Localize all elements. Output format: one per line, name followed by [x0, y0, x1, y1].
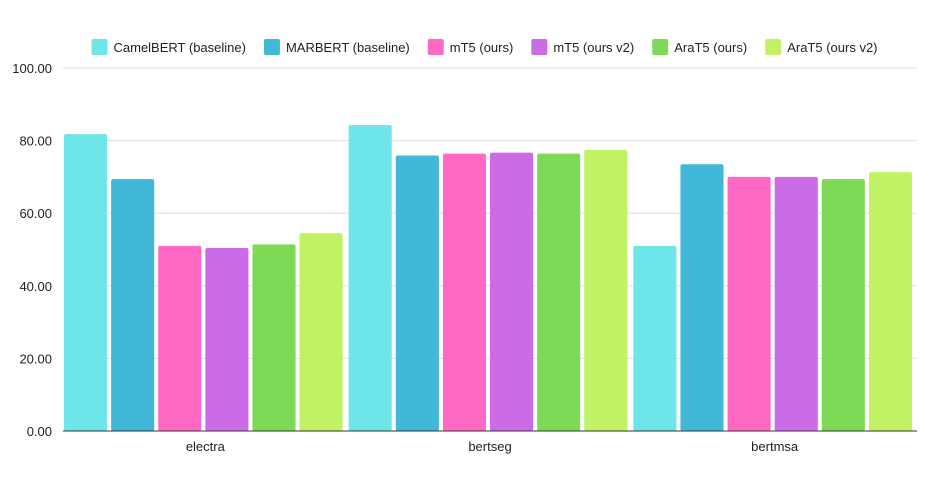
- x-tick-label: bertmsa: [751, 439, 799, 454]
- bar-camelbert-baseline-bertmsa: [633, 245, 677, 431]
- y-tick-label: 40.00: [19, 279, 52, 294]
- y-tick-label: 60.00: [19, 206, 52, 221]
- y-tick-label: 20.00: [19, 351, 52, 366]
- bar-mt5-ours-v2-bertmsa: [774, 176, 818, 431]
- legend: CamelBERT (baseline) MARBERT (baseline) mT…: [91, 39, 878, 55]
- legend-item: AraT5 (ours): [652, 39, 747, 55]
- bar-camelbert-baseline-electra: [64, 134, 108, 432]
- y-tick-label: 0.00: [27, 424, 52, 439]
- legend-swatch: [427, 39, 444, 55]
- legend-label: AraT5 (ours v2): [787, 40, 877, 55]
- legend-label: MARBERT (baseline): [286, 40, 410, 55]
- bar-mt5-ours-v2-electra: [205, 248, 249, 431]
- y-tick-label: 80.00: [19, 134, 52, 149]
- bar-mt5-ours-v2-bertseg: [490, 152, 534, 432]
- legend-swatch: [765, 39, 782, 55]
- bar-marbert-baseline-electra: [111, 179, 155, 431]
- bar-arat5-ours-bertmsa: [821, 179, 865, 431]
- legend-swatch: [531, 39, 548, 55]
- legend-label: mT5 (ours v2): [553, 40, 634, 55]
- legend-item: MARBERT (baseline): [263, 39, 410, 55]
- bar-arat5-ours-bertseg: [537, 153, 581, 431]
- y-axis: 0.00 20.00 40.00 60.00 80.00 100.00: [12, 61, 52, 439]
- bar-arat5-ours-v2-bertseg: [584, 150, 628, 431]
- bar-arat5-ours-electra: [252, 244, 296, 431]
- legend-swatch: [652, 39, 669, 55]
- legend-item: CamelBERT (baseline): [91, 39, 246, 55]
- bar-marbert-baseline-bertmsa: [680, 164, 724, 431]
- bar-camelbert-baseline-bertseg: [348, 124, 392, 431]
- legend-item: mT5 (ours v2): [531, 39, 634, 55]
- bar-marbert-baseline-bertseg: [395, 155, 439, 431]
- bar-mt5-ours-bertmsa: [727, 176, 771, 431]
- y-tick-label: 100.00: [12, 61, 52, 76]
- x-axis: electra bertseg bertmsa: [63, 430, 917, 454]
- legend-label: CamelBERT (baseline): [113, 40, 245, 55]
- legend-swatch: [263, 39, 280, 55]
- x-tick-label: electra: [186, 439, 226, 454]
- x-tick-label: bertseg: [468, 439, 511, 454]
- bar-arat5-ours-v2-bertmsa: [868, 172, 912, 431]
- legend-item: AraT5 (ours v2): [765, 39, 878, 55]
- bars: [64, 124, 912, 432]
- bar-mt5-ours-electra: [158, 245, 202, 431]
- legend-label: mT5 (ours): [450, 40, 514, 55]
- legend-item: mT5 (ours): [427, 39, 514, 55]
- legend-label: AraT5 (ours): [674, 40, 747, 55]
- bar-mt5-ours-bertseg: [442, 153, 486, 431]
- bar-arat5-ours-v2-electra: [299, 233, 343, 431]
- legend-swatch: [91, 39, 108, 55]
